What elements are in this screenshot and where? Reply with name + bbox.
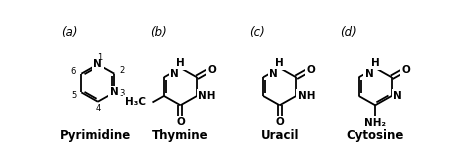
Text: NH: NH [298, 91, 315, 101]
Text: N: N [110, 87, 119, 97]
Text: 6: 6 [71, 67, 76, 76]
Text: 2: 2 [119, 66, 124, 75]
Text: O: O [176, 117, 185, 127]
Text: N: N [365, 69, 374, 79]
Text: 4: 4 [96, 104, 101, 113]
Text: N: N [393, 91, 402, 101]
Text: Cytosine: Cytosine [346, 129, 404, 142]
Text: Pyrimidine: Pyrimidine [60, 129, 132, 142]
Text: 5: 5 [71, 91, 77, 100]
Text: H₃C: H₃C [125, 97, 146, 107]
Text: O: O [402, 65, 410, 75]
Text: H: H [275, 58, 284, 68]
Text: Thymine: Thymine [152, 129, 209, 142]
Text: O: O [275, 117, 284, 127]
Text: (b): (b) [150, 26, 167, 38]
Text: N: N [269, 69, 278, 79]
Text: H: H [371, 58, 380, 68]
Text: O: O [207, 65, 216, 75]
Text: N: N [170, 69, 179, 79]
Text: 3: 3 [120, 89, 125, 98]
Text: (c): (c) [249, 26, 265, 38]
Text: Uracil: Uracil [260, 129, 299, 142]
Text: O: O [306, 65, 315, 75]
Text: (a): (a) [61, 26, 78, 38]
Text: NH₂: NH₂ [364, 118, 386, 128]
Text: H: H [176, 58, 185, 68]
Text: N: N [93, 59, 102, 69]
Text: (d): (d) [340, 26, 357, 38]
Text: 1: 1 [97, 53, 102, 62]
Text: NH: NH [199, 91, 216, 101]
